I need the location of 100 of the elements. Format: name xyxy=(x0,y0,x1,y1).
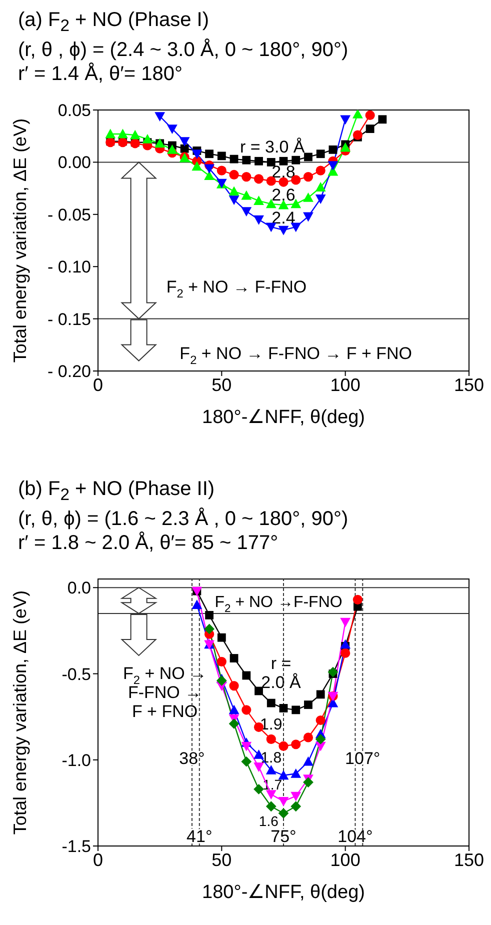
annotation: F$_{2}$ + NO →F-FNO xyxy=(214,594,342,615)
point xyxy=(118,128,128,138)
ref-line-label: 38° xyxy=(179,749,205,768)
x-tick-label: 50 xyxy=(212,374,232,395)
chart-title: (b) F$_{2}$ + NO (Phase II) xyxy=(18,477,216,506)
point xyxy=(242,671,251,680)
point xyxy=(216,675,227,686)
point xyxy=(303,756,314,766)
point xyxy=(216,656,226,666)
y-axis-title: Total energy variation, ΔE (eV) xyxy=(10,590,30,835)
point xyxy=(291,740,301,750)
annotation: 2.8 xyxy=(272,162,296,182)
point xyxy=(303,777,314,788)
ref-line-label: 104° xyxy=(338,827,373,846)
point xyxy=(142,134,153,144)
annotation: 2.4 xyxy=(272,208,296,228)
point xyxy=(340,142,351,152)
point xyxy=(228,718,240,729)
point xyxy=(352,130,362,140)
point xyxy=(241,742,252,752)
point xyxy=(278,770,289,780)
x-tick-label: 100 xyxy=(330,850,360,870)
x-tick-label: 0 xyxy=(92,374,104,395)
point xyxy=(229,170,239,180)
x-tick-label: 100 xyxy=(330,374,360,395)
annotation: F$_{2}$ + NO → F-FNO → F + FNO xyxy=(180,344,412,368)
x-axis-title: 180°-∠NFF, θ(deg) xyxy=(202,407,365,428)
point xyxy=(130,130,140,140)
point xyxy=(340,618,351,628)
point xyxy=(230,654,238,662)
y-axis-title: Total energy variation, ΔE (eV) xyxy=(10,118,30,363)
point xyxy=(328,666,338,678)
annotation: 1.6 xyxy=(258,812,279,829)
point xyxy=(303,192,314,202)
point xyxy=(266,801,276,812)
point xyxy=(278,741,288,751)
point xyxy=(290,801,302,812)
y-tick-label: 0.00 xyxy=(58,153,91,172)
y-tick-label: -1.0 xyxy=(62,750,91,770)
ref-line-label: 75° xyxy=(270,827,296,846)
point xyxy=(352,594,362,604)
point xyxy=(266,158,276,166)
y-tick-label: -0.5 xyxy=(62,664,91,684)
ref-line-label: 107° xyxy=(345,749,380,768)
point xyxy=(254,784,264,794)
y-tick-label: -1.5 xyxy=(62,837,91,856)
y-tick-label: 0.05 xyxy=(58,101,91,120)
point xyxy=(228,704,240,714)
point xyxy=(192,161,202,171)
chart-title: (a) F$_{2}$ + NO (Phase I) xyxy=(18,8,210,37)
point xyxy=(304,152,312,162)
point xyxy=(315,194,326,204)
point xyxy=(328,145,338,154)
point xyxy=(204,170,214,180)
point xyxy=(290,768,302,778)
point xyxy=(241,190,252,200)
point xyxy=(365,110,375,120)
point xyxy=(378,115,387,124)
y-tick-label: 0.0 xyxy=(67,578,91,598)
point xyxy=(254,215,264,225)
point xyxy=(266,698,276,708)
x-axis-title: 180°-∠NFF, θ(deg) xyxy=(202,882,365,903)
point xyxy=(328,161,338,171)
point xyxy=(340,115,351,125)
point xyxy=(254,686,263,696)
y-tick-label: - 0.15 xyxy=(48,310,91,329)
point xyxy=(266,222,276,232)
point xyxy=(254,762,264,772)
chart-subtitle: (r, θ , ϕ) = (2.4 ~ 3.0 Å, 0 ~ 180°, 90°) r′ = 1.4 Å, θ′= 180° xyxy=(18,38,350,86)
point xyxy=(278,808,289,818)
point xyxy=(241,756,252,767)
point xyxy=(105,128,116,138)
point xyxy=(205,610,214,620)
point xyxy=(217,633,226,642)
point xyxy=(167,144,178,154)
point xyxy=(316,166,326,176)
point xyxy=(167,124,178,134)
chart-subtitle: (r, θ, ϕ) = (1.6 ~ 2.3 Å , 0 ~ 180°, 90°) r′ = 1.8 ~ 2.0 Å, θ′= 85 ~ 177° xyxy=(18,507,350,555)
point xyxy=(303,172,314,182)
point xyxy=(315,182,326,192)
point xyxy=(254,156,263,166)
point xyxy=(340,648,350,658)
annotation: r = 3.0 Å xyxy=(240,137,306,156)
point xyxy=(217,152,226,160)
point xyxy=(154,112,166,122)
point xyxy=(192,600,202,610)
point xyxy=(242,172,252,182)
y-tick-label: - 0.05 xyxy=(48,205,91,224)
point xyxy=(279,156,288,166)
annotation: F$_{2}$ + NO → F-FNO → F + FNO xyxy=(122,664,207,721)
point xyxy=(228,186,240,196)
point xyxy=(229,681,239,691)
point xyxy=(204,624,214,634)
point xyxy=(230,154,238,164)
y-tick-label: - 0.20 xyxy=(48,362,91,382)
point xyxy=(315,734,326,744)
point xyxy=(316,715,326,726)
annotation: 2.6 xyxy=(272,186,296,205)
point xyxy=(266,734,276,744)
point xyxy=(290,792,302,802)
